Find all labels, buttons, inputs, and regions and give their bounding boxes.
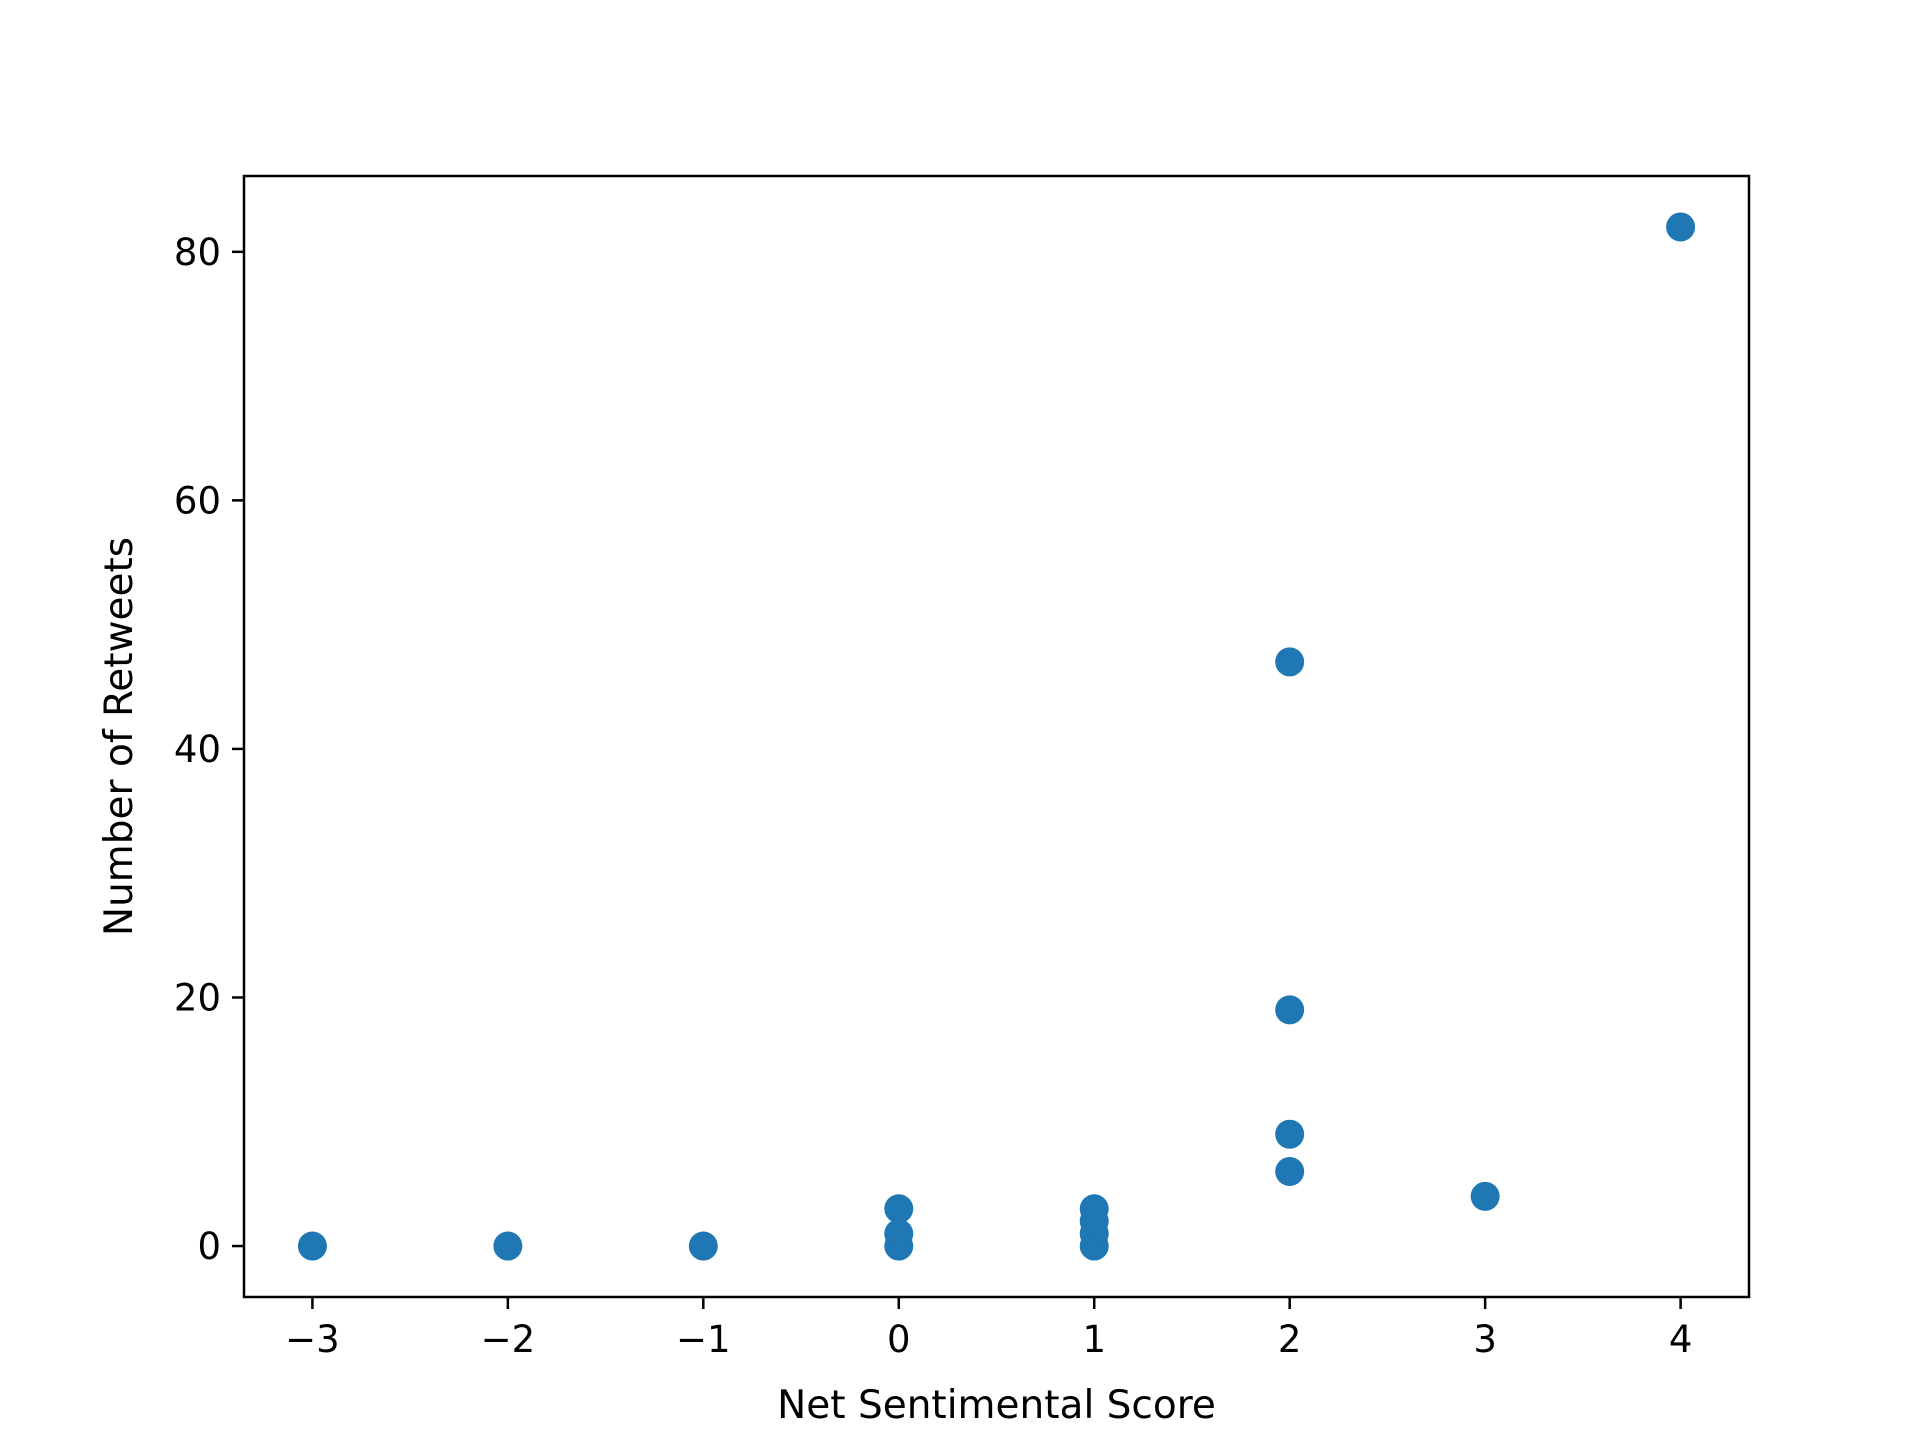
data-points xyxy=(297,212,1696,1261)
x-axis-ticks: −3 −2 −1 0 1 2 3 4 xyxy=(285,1297,1692,1361)
data-point xyxy=(1275,1156,1305,1186)
plot-area xyxy=(244,176,1749,1297)
y-tick-label: 40 xyxy=(174,728,221,771)
x-tick-label: −2 xyxy=(481,1318,536,1361)
y-tick-label: 0 xyxy=(197,1225,221,1268)
x-tick-label: −3 xyxy=(285,1318,340,1361)
x-tick-label: 2 xyxy=(1278,1318,1302,1361)
y-axis-ticks: 0 20 40 60 80 xyxy=(174,231,244,1268)
data-point xyxy=(884,1194,914,1224)
data-point xyxy=(1275,995,1305,1025)
y-tick-label: 20 xyxy=(174,976,221,1019)
x-tick-label: 0 xyxy=(887,1318,911,1361)
data-point xyxy=(884,1219,914,1249)
y-tick-label: 60 xyxy=(174,479,221,522)
y-axis-label: Number of Retweets xyxy=(97,537,142,936)
data-point xyxy=(493,1231,523,1261)
y-tick-label: 80 xyxy=(174,231,221,274)
data-point xyxy=(297,1231,327,1261)
data-point xyxy=(1275,1119,1305,1149)
x-tick-label: 1 xyxy=(1082,1318,1106,1361)
data-point xyxy=(1666,212,1696,242)
x-axis-label: Net Sentimental Score xyxy=(777,1383,1216,1428)
data-point xyxy=(688,1231,718,1261)
data-point xyxy=(1470,1181,1500,1211)
plot-frame xyxy=(242,174,1751,1299)
x-tick-label: −1 xyxy=(676,1318,731,1361)
data-point xyxy=(1079,1194,1109,1224)
x-tick-label: 3 xyxy=(1473,1318,1497,1361)
data-point xyxy=(1275,647,1305,677)
x-tick-label: 4 xyxy=(1669,1318,1693,1361)
